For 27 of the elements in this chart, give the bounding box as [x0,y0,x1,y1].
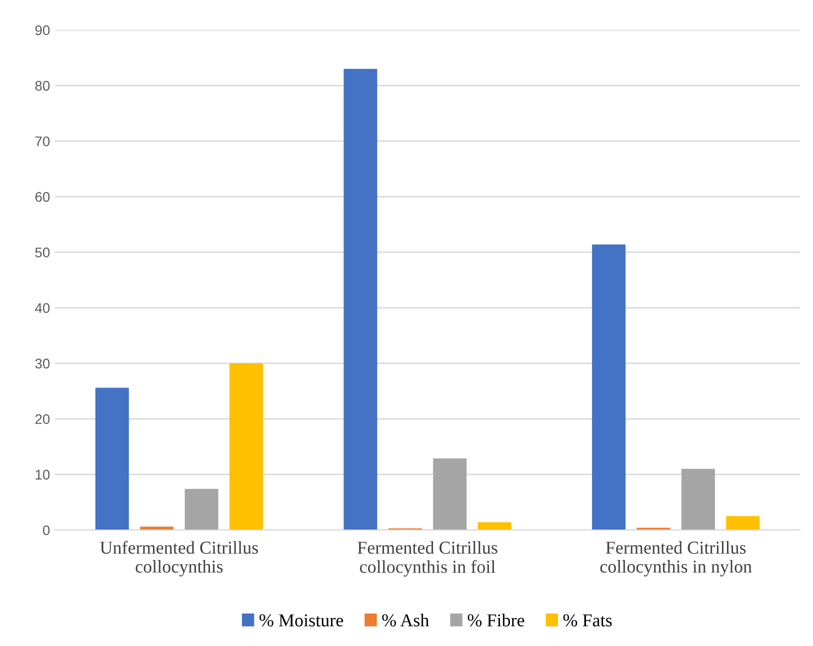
y-tick-label: 70 [35,136,50,146]
bar [592,244,626,530]
y-tick-label: 20 [35,414,50,424]
bar [184,488,218,530]
x-tick-label: Fermented Citrillus collocynthis in nylon [600,541,752,576]
y-tick-label: 60 [35,192,50,202]
bar [681,468,715,530]
bar [726,516,760,530]
bar [229,363,263,530]
legend-label: % Moisture [260,614,344,627]
bar [95,388,129,530]
legend-label: % Fats [563,614,612,627]
y-tick-label: 40 [35,303,50,313]
x-tick-label: Fermented Citrillus collocynthis in foil [358,541,498,577]
bar [140,526,174,530]
y-tick-label: 30 [35,358,50,369]
bar [433,458,467,530]
x-tick-label: Unfermented Citrillus collocynthis [100,540,258,576]
y-tick-label: 0 [42,525,50,536]
bar [478,522,512,530]
y-tick-label: 90 [35,25,50,36]
legend-label: % Ash [382,614,429,627]
y-tick-label: 80 [35,80,50,91]
y-tick-label: 50 [35,248,50,258]
y-tick-label: 10 [36,470,50,480]
bar [344,68,378,530]
legend-label: % Fibre [468,614,524,627]
